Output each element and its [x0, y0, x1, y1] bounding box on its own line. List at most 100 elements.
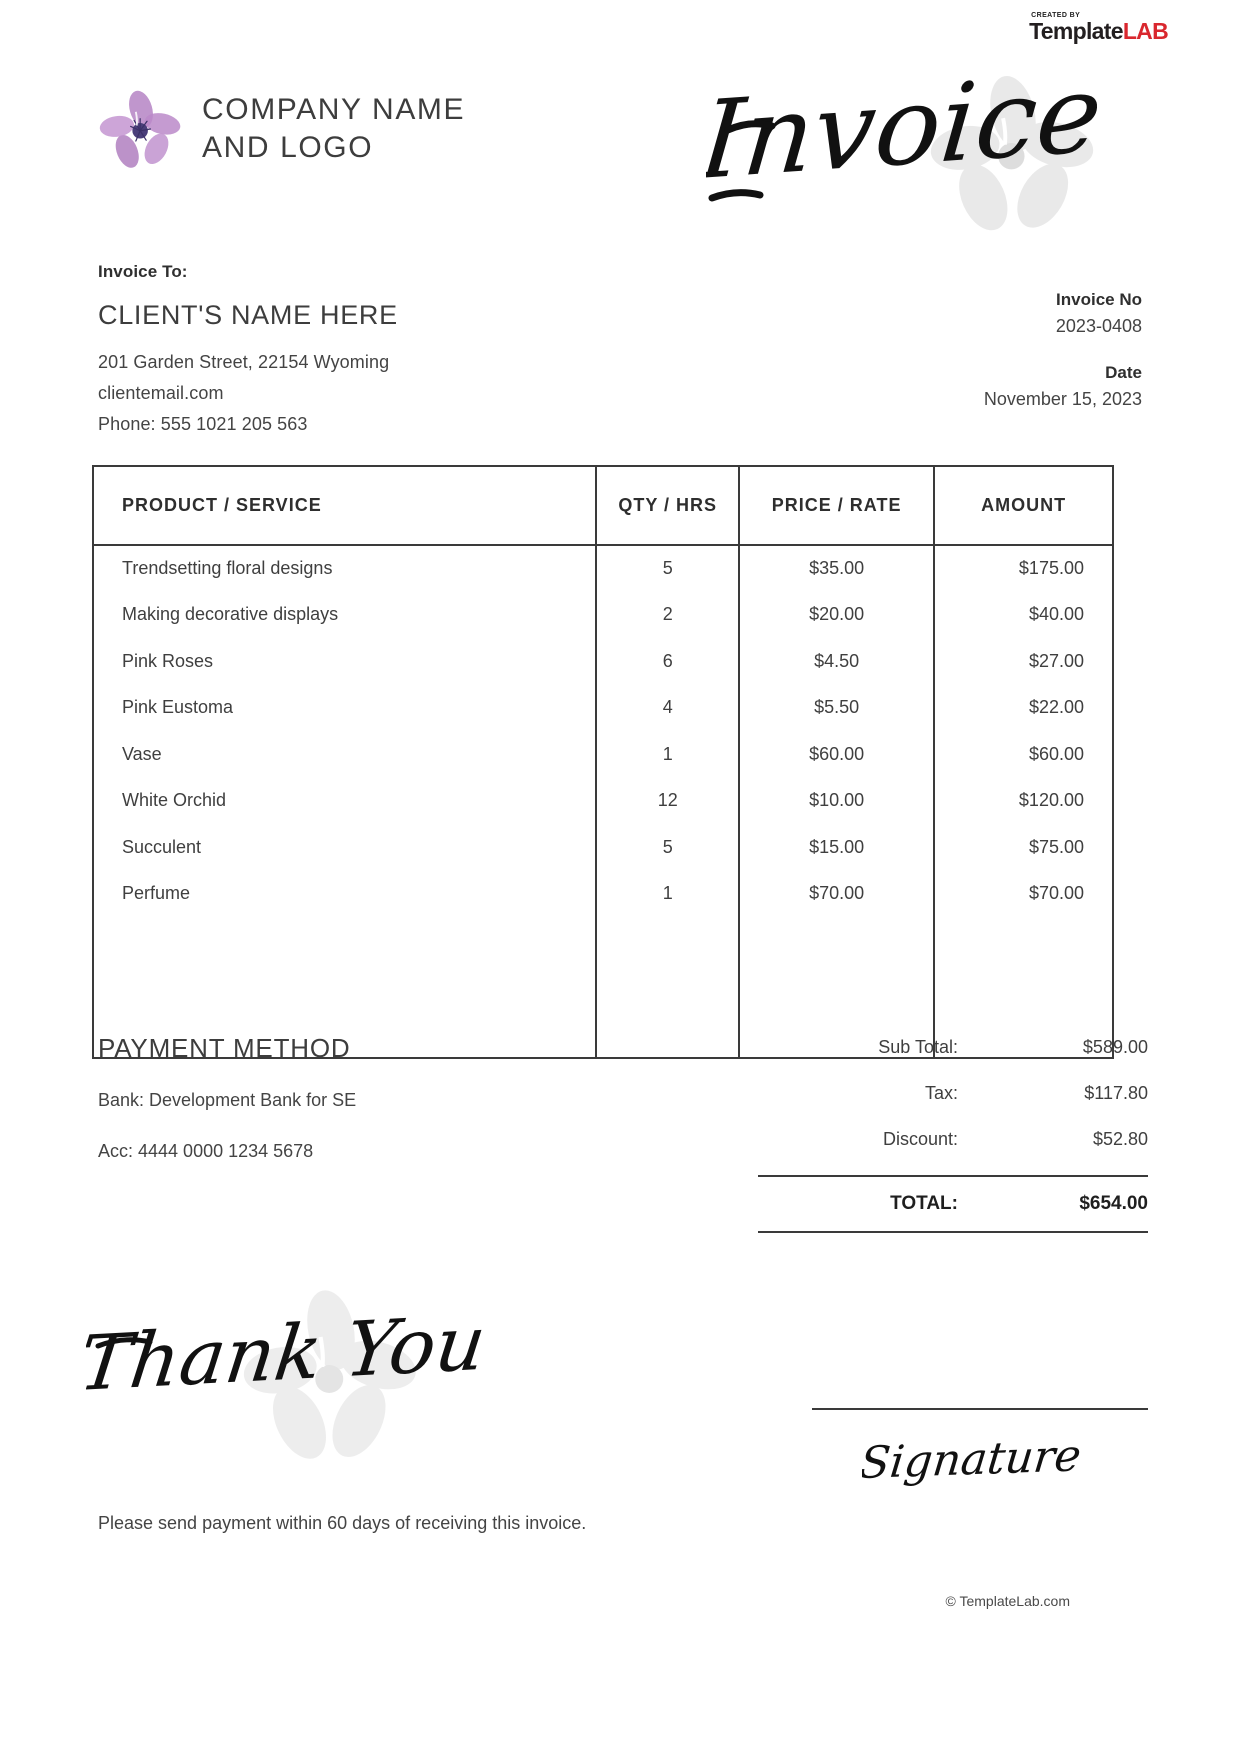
invoice-title-block: Invoice — [706, 62, 1136, 247]
header-amount: AMOUNT — [934, 467, 1112, 546]
line-item-qty: 4 — [596, 684, 740, 731]
invoice-date-value: November 15, 2023 — [983, 389, 1142, 409]
line-item-qty: 2 — [596, 591, 740, 638]
client-address: 201 Garden Street, 22154 Wyoming — [98, 352, 390, 372]
line-item-price: $60.00 — [739, 731, 936, 778]
line-item-amount: $27.00 — [1028, 650, 1084, 671]
brand-kicker: CREATED BY — [1031, 12, 1081, 19]
invoice-no-value: 2023-0408 — [1055, 316, 1142, 336]
svg-text:Signature: Signature — [862, 1431, 1084, 1489]
line-item-product: Perfume — [94, 870, 598, 917]
line-item-amount: $175.00 — [1018, 558, 1084, 579]
line-item-qty: 12 — [596, 777, 740, 824]
grand-total-row: TOTAL: $654.00 — [758, 1193, 1148, 1215]
table-row: Pink Roses 6 $4.50 $27.00 — [94, 638, 1112, 685]
signature-line — [812, 1408, 1148, 1410]
line-item-product: Making decorative displays — [94, 591, 598, 638]
payment-bank: Bank: Development Bank for SE — [98, 1090, 357, 1110]
client-phone: Phone: 555 1021 205 563 — [98, 413, 308, 434]
invoice-background-flower-icon — [930, 76, 1094, 231]
grand-total-block: TOTAL: $654.00 — [758, 1175, 1148, 1233]
table-row-empty — [94, 1010, 1112, 1057]
tax-row: Tax: $117.80 — [758, 1083, 1148, 1104]
svg-text:Thank You: Thank You — [86, 1302, 491, 1409]
payment-and-totals: PAYMENT METHOD Bank: Development Bank fo… — [98, 1033, 1148, 1263]
header-qty: QTY / HRS — [596, 467, 740, 546]
line-item-product: Pink Eustoma — [94, 684, 598, 731]
invoice-header: COMPANY NAME AND LOGO Invoice — [98, 74, 1142, 231]
header-product: PRODUCT / SERVICE — [94, 467, 598, 546]
svg-text:Invoice: Invoice — [706, 74, 1107, 204]
line-item-amount: $22.00 — [1028, 697, 1084, 718]
grand-total-value: $654.00 — [1079, 1193, 1148, 1214]
line-item-price: $5.50 — [739, 684, 936, 731]
line-item-qty: 1 — [596, 731, 740, 778]
brand-wordmark: TemplateLAB — [1029, 18, 1169, 44]
line-item-amount: $70.00 — [1028, 883, 1084, 904]
invoice-date-label: Date — [1105, 363, 1142, 382]
table-row: Succulent 5 $15.00 $75.00 — [94, 824, 1112, 871]
table-row: Pink Eustoma 4 $5.50 $22.00 — [94, 684, 1112, 731]
line-item-price: $10.00 — [739, 777, 936, 824]
table-row-empty — [94, 963, 1112, 1010]
line-item-product: Pink Roses — [94, 638, 598, 685]
templatelab-brand: CREATED BY TemplateLAB — [1029, 12, 1169, 44]
discount-row: Discount: $52.80 — [758, 1129, 1148, 1150]
invoice-meta-section: Invoice To: CLIENT'S NAME HERE 201 Garde… — [98, 262, 1142, 452]
table-row: Vase 1 $60.00 $60.00 — [94, 731, 1112, 778]
line-item-product: Vase — [94, 731, 598, 778]
line-items-table: PRODUCT / SERVICE QTY / HRS PRICE / RATE… — [94, 467, 1112, 1057]
table-header-row: PRODUCT / SERVICE QTY / HRS PRICE / RATE… — [94, 467, 1112, 546]
line-item-qty: 6 — [596, 638, 740, 685]
payment-method-title: PAYMENT METHOD — [98, 1033, 351, 1063]
footer-credit: © TemplateLab.com — [945, 1593, 1070, 1609]
tax-label: Tax: — [924, 1083, 958, 1103]
line-item-amount: $120.00 — [1018, 790, 1084, 811]
subtotal-row: Sub Total: $589.00 — [758, 1037, 1148, 1058]
line-item-product: Trendsetting floral designs — [94, 545, 598, 592]
payment-method-block: PAYMENT METHOD Bank: Development Bank fo… — [98, 1033, 1148, 1166]
header-price: PRICE / RATE — [739, 467, 936, 546]
company-name: COMPANY NAME AND LOGO — [202, 92, 466, 164]
brand-name-accent: LAB — [1122, 18, 1169, 44]
line-items-body: Trendsetting floral designs 5 $35.00 $175.0… — [94, 545, 1112, 1057]
client-email: clientemail.com — [98, 382, 224, 403]
thank-you-script: Thank You — [86, 1302, 491, 1409]
company-logo-block: COMPANY NAME AND LOGO — [98, 86, 465, 172]
invoice-to-label: Invoice To: — [98, 262, 188, 281]
line-item-amount: $40.00 — [1028, 604, 1084, 625]
discount-label: Discount: — [882, 1129, 958, 1149]
signature-block: Signature — [812, 1408, 1148, 1496]
bill-to-block: Invoice To: CLIENT'S NAME HERE 201 Garde… — [98, 262, 398, 440]
client-name: CLIENT'S NAME HERE — [98, 300, 398, 330]
line-items-table-wrapper: PRODUCT / SERVICE QTY / HRS PRICE / RATE… — [92, 465, 1114, 1059]
line-item-amount: $60.00 — [1028, 743, 1084, 764]
table-row: Making decorative displays 2 $20.00 $40.00 — [94, 591, 1112, 638]
signature-script: Signature — [862, 1431, 1084, 1489]
subtotal-value: $589.00 — [1082, 1037, 1148, 1057]
line-item-qty: 1 — [596, 870, 740, 917]
line-item-price: $20.00 — [739, 591, 936, 638]
line-item-product: White Orchid — [94, 777, 598, 824]
table-row: White Orchid 12 $10.00 $120.00 — [94, 777, 1112, 824]
line-item-qty: 5 — [596, 545, 740, 592]
totals-block: Sub Total: $589.00 Tax: $117.80 Discount… — [758, 1037, 1148, 1233]
line-item-price: $35.00 — [739, 545, 936, 592]
invoice-no-label: Invoice No — [1056, 290, 1142, 309]
discount-value: $52.80 — [1092, 1129, 1148, 1149]
subtotal-label: Sub Total: — [878, 1037, 958, 1057]
payment-account: Acc: 4444 0000 1234 5678 — [98, 1140, 314, 1161]
table-row-empty — [94, 917, 1112, 964]
payment-terms-note: Please send payment within 60 days of re… — [98, 1513, 587, 1533]
thank-you-block: Thank You — [86, 1278, 516, 1468]
brand-name-main: Template — [1029, 18, 1123, 44]
invoice-meta-right: Invoice No 2023-0408 Date November 15, 2… — [984, 290, 1142, 410]
tax-value: $117.80 — [1084, 1083, 1148, 1103]
line-item-qty: 5 — [596, 824, 740, 871]
table-row: Trendsetting floral designs 5 $35.00 $175.0… — [94, 545, 1112, 592]
line-item-price: $4.50 — [739, 638, 936, 685]
flower-logo-icon — [99, 90, 181, 168]
thank-you-background-flower-icon — [243, 1290, 416, 1459]
line-item-price: $70.00 — [739, 870, 936, 917]
